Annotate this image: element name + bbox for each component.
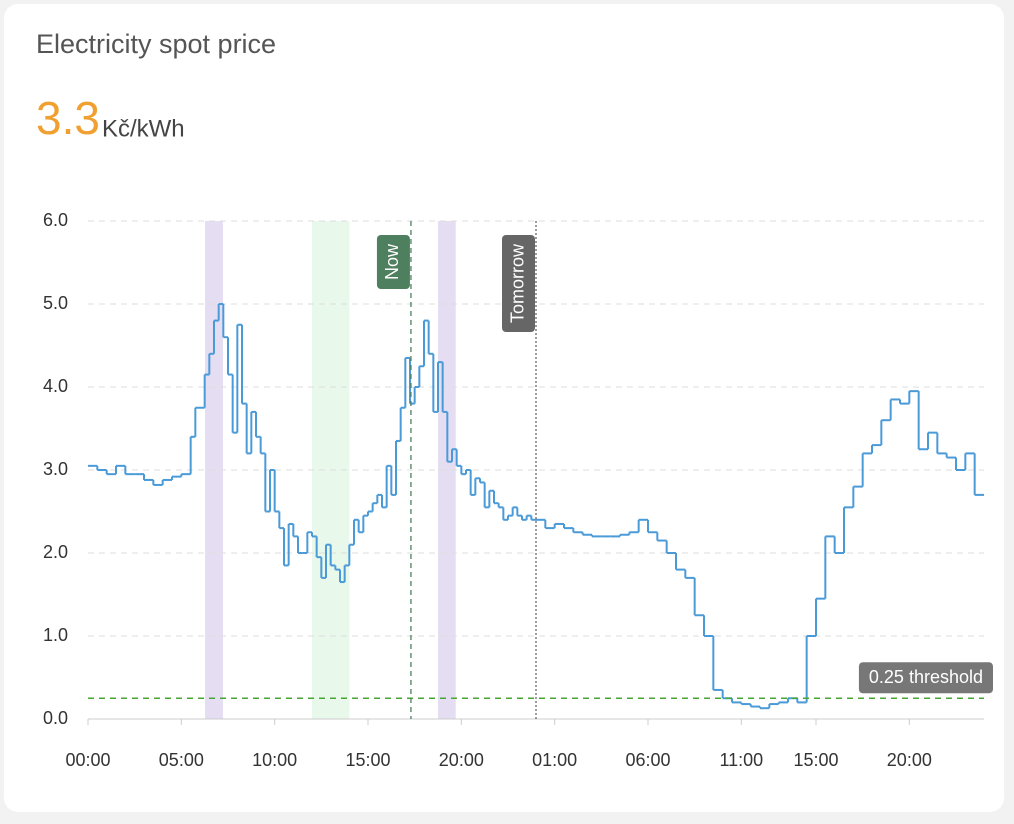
annotation-label: Now: [382, 243, 402, 280]
unit: Kč/kWh: [102, 115, 185, 142]
x-tick-label: 05:00: [159, 750, 204, 770]
card-title: Electricity spot price: [36, 29, 276, 59]
x-tick-label: 11:00: [719, 750, 763, 770]
annotation-label-group: Now: [382, 243, 402, 280]
y-tick-label: 2.0: [43, 542, 68, 562]
x-tick-label: 06:00: [625, 750, 670, 770]
y-tick-label: 3.0: [43, 459, 68, 479]
annotation-label-group: Tomorrow: [507, 243, 527, 323]
x-tick-label: 15:00: [345, 750, 390, 770]
annotation-label-bg: [376, 235, 410, 290]
annotation-label-bg: [502, 235, 535, 333]
threshold-label-bg: [858, 662, 993, 694]
y-tick-label: 6.0: [43, 210, 68, 230]
x-tick-label: 20:00: [439, 750, 484, 770]
x-tick-label: 20:00: [887, 750, 932, 770]
current-value: 3.3: [36, 92, 100, 144]
x-tick-label: 15:00: [793, 750, 838, 770]
x-tick-label: 10:00: [252, 750, 297, 770]
y-tick-label: 1.0: [43, 625, 68, 645]
annotation-label: Tomorrow: [507, 243, 527, 323]
y-tick-label: 0.0: [43, 708, 68, 728]
x-tick-label: 00:00: [65, 750, 110, 770]
y-tick-label: 5.0: [43, 293, 68, 313]
highlight-band: [438, 221, 456, 719]
threshold-label: 0.25 threshold: [869, 667, 983, 687]
x-tick-label: 01:00: [532, 750, 577, 770]
card: [4, 4, 1004, 812]
y-tick-label: 4.0: [43, 376, 68, 396]
